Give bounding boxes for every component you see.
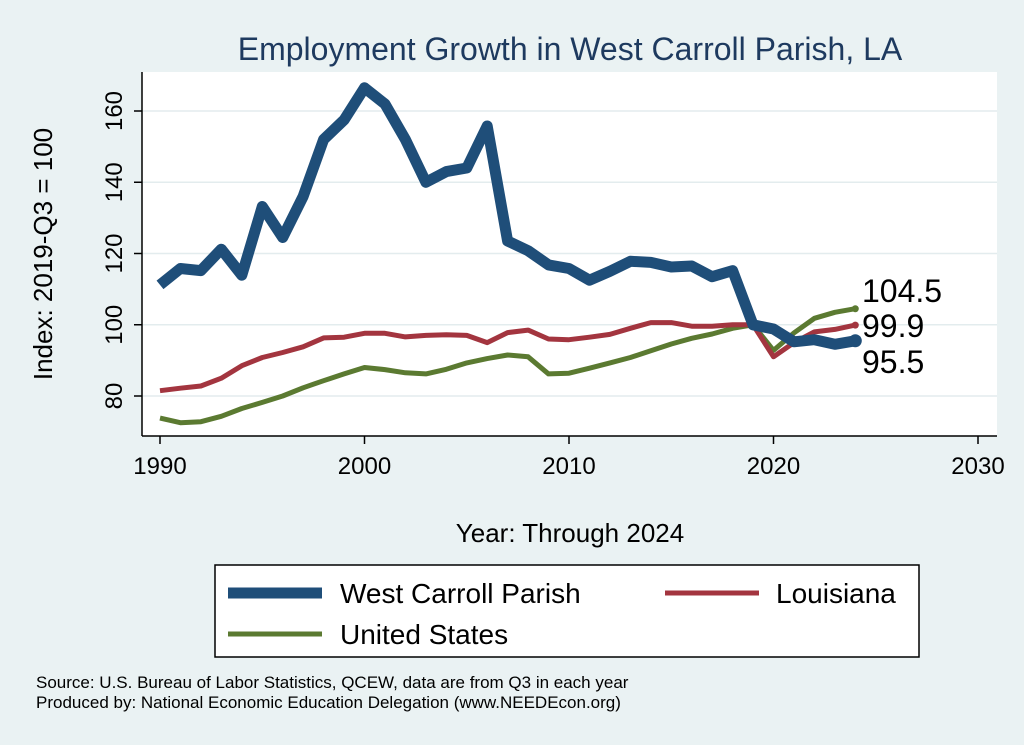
producer-note: Produced by: National Economic Education… xyxy=(36,693,621,712)
series-line-louisiana xyxy=(159,320,856,394)
y-tick-label-140: 140 xyxy=(101,162,128,202)
y-ticks: 80 100 120 140 160 xyxy=(101,91,142,409)
x-tick-label-2020: 2020 xyxy=(747,453,800,480)
series-end-point-west-carroll-parish xyxy=(848,334,862,348)
series-lines xyxy=(156,82,862,426)
legend-label-west-carroll: West Carroll Parish xyxy=(340,578,581,609)
x-axis-label: Year: Through 2024 xyxy=(456,518,684,548)
y-tick-label-80: 80 xyxy=(101,383,128,410)
legend-label-united-states: United States xyxy=(340,619,508,650)
y-axis-label: Index: 2019-Q3 = 100 xyxy=(28,128,58,380)
legend-box xyxy=(214,564,920,658)
x-tick-label-2000: 2000 xyxy=(338,453,391,480)
x-ticks: 1990 2000 2010 2020 2030 xyxy=(133,436,1005,480)
source-note: Source: U.S. Bureau of Labor Statistics,… xyxy=(36,673,629,692)
x-tick-label-1990: 1990 xyxy=(133,453,186,480)
legend: West Carroll Parish Louisiana United Sta… xyxy=(214,564,920,658)
chart-title: Employment Growth in West Carroll Parish… xyxy=(238,31,903,67)
x-tick-label-2010: 2010 xyxy=(542,453,595,480)
end-label-west-carroll: 95.5 xyxy=(862,344,924,380)
series-end-point-united-states xyxy=(851,305,859,313)
end-label-louisiana: 99.9 xyxy=(862,308,924,344)
series-line-west-carroll-parish xyxy=(156,82,857,350)
end-label-united-states: 104.5 xyxy=(862,273,942,309)
x-tick-label-2030: 2030 xyxy=(951,453,1004,480)
legend-label-louisiana: Louisiana xyxy=(776,578,896,609)
series-end-point-louisiana xyxy=(851,321,859,329)
y-tick-label-120: 120 xyxy=(101,233,128,273)
y-tick-label-100: 100 xyxy=(101,305,128,345)
y-tick-label-160: 160 xyxy=(101,91,128,131)
